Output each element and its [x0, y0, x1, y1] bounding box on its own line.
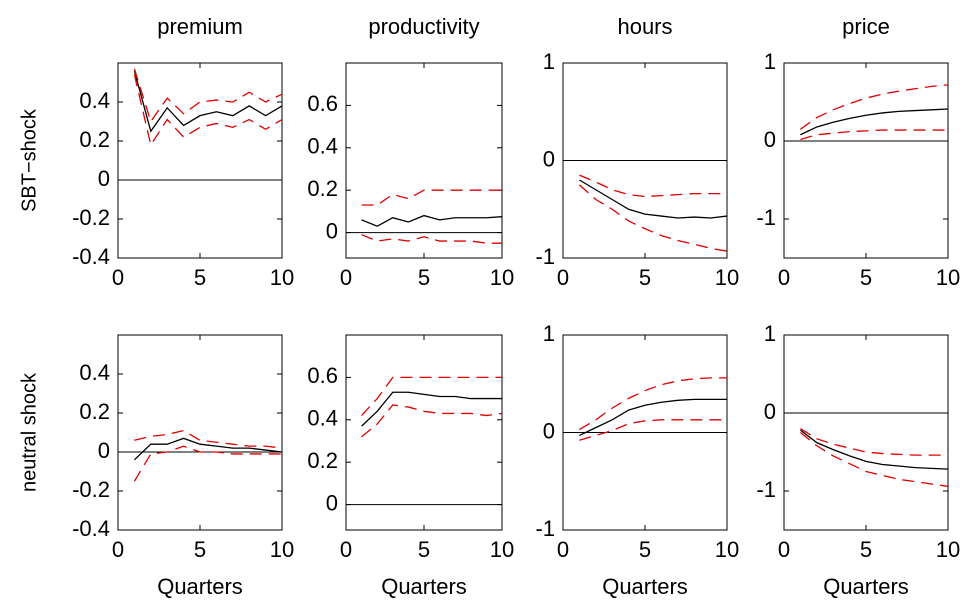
response-line [361, 234, 502, 244]
response-line [799, 431, 949, 487]
response-line [133, 68, 283, 123]
y-tick-label: 0 [326, 218, 338, 243]
y-tick-label: -1 [756, 477, 776, 502]
axes-box [783, 62, 949, 259]
x-tick-label: 5 [860, 265, 872, 290]
x-tick-label: 10 [270, 537, 294, 562]
y-tick-label: 1 [764, 321, 776, 346]
x-tick-label: 0 [340, 537, 352, 562]
response-line [361, 391, 502, 427]
x-tick-label: 0 [340, 265, 352, 290]
x-tick-label: 10 [936, 537, 960, 562]
y-tick-label: -1 [535, 516, 555, 541]
x-tick-label: 0 [557, 537, 569, 562]
response-line [800, 129, 948, 141]
response-line [800, 428, 948, 456]
x-tick-label: 0 [557, 265, 569, 290]
y-tick-label: 0.4 [307, 134, 338, 159]
panel-title: hours [617, 14, 672, 39]
x-axis-label: Quarters [602, 574, 688, 599]
x-axis-label: Quarters [823, 574, 909, 599]
x-tick-label: 10 [490, 265, 514, 290]
y-tick-label: 0.2 [79, 127, 110, 152]
y-tick-label: 0 [764, 127, 776, 152]
y-tick-label: 0.4 [79, 88, 110, 113]
response-line [578, 184, 728, 252]
x-axis-label: Quarters [157, 574, 243, 599]
x-tick-label: 0 [112, 537, 124, 562]
y-axis-label: neutral shock [18, 372, 40, 492]
x-tick-label: 5 [418, 265, 430, 290]
x-tick-label: 10 [715, 265, 739, 290]
response-line [133, 70, 283, 133]
axes-box [783, 334, 949, 531]
y-tick-label: 0 [543, 418, 555, 443]
y-tick-label: 0 [98, 166, 110, 191]
y-tick-label: 0.2 [307, 448, 338, 473]
y-tick-label: 0 [326, 490, 338, 515]
y-tick-label: 1 [543, 321, 555, 346]
y-tick-label: 0.6 [307, 363, 338, 388]
response-line [133, 437, 283, 461]
y-tick-label: 0.4 [79, 360, 110, 385]
y-tick-label: 0 [98, 438, 110, 463]
response-line [800, 84, 949, 130]
x-tick-label: 0 [778, 537, 790, 562]
x-tick-label: 5 [194, 537, 206, 562]
x-tick-label: 5 [418, 537, 430, 562]
response-line [361, 214, 503, 227]
y-tick-label: -0.4 [72, 516, 110, 541]
panel-title: price [842, 14, 890, 39]
panel-title: productivity [368, 14, 479, 39]
y-tick-label: 0.6 [307, 91, 338, 116]
x-tick-label: 0 [112, 265, 124, 290]
response-line [579, 377, 727, 431]
response-line [361, 189, 502, 206]
x-tick-label: 10 [490, 537, 514, 562]
y-tick-label: 1 [543, 49, 555, 74]
x-tick-label: 0 [778, 265, 790, 290]
y-tick-label: 0.2 [79, 399, 110, 424]
axes-box [117, 334, 283, 531]
axes-box [345, 62, 503, 259]
y-tick-label: 0.4 [307, 406, 338, 431]
y-axis-label: SBT−shock [18, 108, 40, 212]
x-tick-label: 10 [715, 537, 739, 562]
y-tick-label: -0.4 [72, 244, 110, 269]
response-line [579, 174, 727, 198]
y-tick-label: 1 [764, 49, 776, 74]
response-line [579, 398, 727, 437]
axes-box [117, 62, 283, 259]
response-line [361, 404, 503, 438]
x-tick-label: 5 [639, 265, 651, 290]
x-tick-label: 5 [860, 537, 872, 562]
response-line [800, 108, 949, 136]
x-tick-label: 5 [639, 537, 651, 562]
response-line [134, 429, 283, 449]
x-tick-label: 10 [936, 265, 960, 290]
axes-box [345, 334, 503, 531]
response-line [361, 376, 502, 416]
response-line [133, 74, 283, 147]
y-tick-label: 0.2 [307, 176, 338, 201]
y-tick-label: -1 [756, 205, 776, 230]
response-line [800, 429, 949, 470]
response-line [579, 419, 727, 441]
x-tick-label: 5 [194, 265, 206, 290]
response-line [579, 179, 728, 219]
y-tick-label: 0 [543, 146, 555, 171]
panel-title: premium [157, 14, 243, 39]
y-tick-label: -0.2 [72, 205, 110, 230]
x-axis-label: Quarters [381, 574, 467, 599]
x-tick-label: 10 [270, 265, 294, 290]
y-tick-label: -1 [535, 244, 555, 269]
y-tick-label: 0 [764, 399, 776, 424]
y-tick-label: -0.2 [72, 477, 110, 502]
response-line [133, 445, 282, 482]
